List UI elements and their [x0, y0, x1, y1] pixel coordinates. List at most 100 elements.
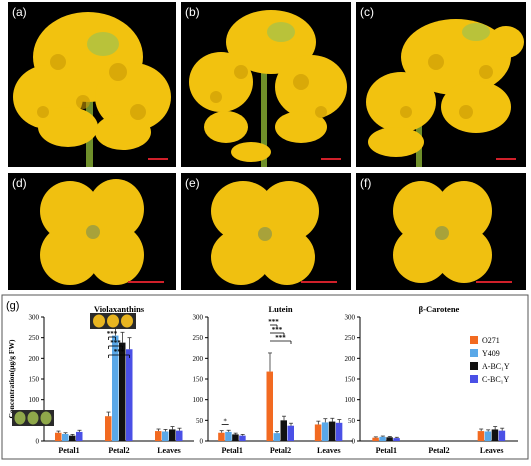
bar	[321, 422, 329, 441]
bar	[393, 438, 400, 441]
panel-label: (f)	[360, 176, 372, 190]
bar	[155, 431, 162, 441]
bar	[169, 429, 176, 441]
legend-label: A-BC₁Y	[482, 362, 510, 371]
group-title: Violaxanthins	[94, 304, 145, 314]
bar	[112, 335, 119, 441]
leaf-inset-leaf	[14, 411, 26, 425]
bar	[76, 431, 83, 441]
x-tick-label: Leaves	[317, 446, 341, 455]
bar	[232, 434, 239, 441]
bar	[491, 429, 499, 441]
legend-swatch	[470, 349, 478, 357]
single-flower-e	[211, 181, 319, 285]
sig-label: ***	[114, 348, 125, 356]
x-tick-label: Petal1	[376, 446, 397, 455]
legend-label: Y409	[482, 349, 500, 358]
rapeseed-inflorescence-a	[13, 12, 171, 167]
bar	[225, 431, 232, 441]
panel-label: (a)	[12, 5, 27, 19]
photo-panel-a: (a)	[8, 2, 176, 167]
y-tick-label: 250	[345, 334, 356, 342]
bar	[176, 430, 183, 441]
bar	[314, 424, 322, 441]
petal-inset-petal	[107, 314, 119, 328]
photo-panel-b: (b)	[181, 2, 351, 167]
y-tick-label: 0	[352, 438, 356, 446]
bar	[105, 416, 112, 441]
sig-label: *	[223, 417, 227, 425]
bar	[280, 420, 287, 441]
bar	[69, 435, 76, 441]
rapeseed-inflorescence-c	[366, 19, 524, 167]
y-axis-label: Concentration(μg/g FW)	[7, 339, 16, 419]
sig-label: ***	[110, 339, 121, 347]
carotenoid-bar-chart: (g) Concentration(μg/g FW) 0 50 100 150 200 250…	[1, 294, 529, 460]
bar	[162, 431, 169, 441]
legend-swatch	[470, 336, 478, 344]
single-flower-f	[393, 181, 492, 283]
bar	[287, 425, 294, 441]
x-tick-label: Petal1	[58, 446, 79, 455]
y-tick-label: 200	[29, 355, 40, 363]
sig-label: ***	[268, 318, 279, 326]
chart-frame	[1, 294, 529, 460]
legend-swatch	[470, 375, 478, 383]
y-tick-label: 100	[345, 396, 356, 404]
petal-inset-petal	[93, 314, 105, 328]
sig-label: ***	[272, 326, 283, 334]
legend-label: O271	[482, 336, 500, 345]
y-tick-label: 300	[193, 314, 204, 322]
bar	[218, 432, 225, 441]
y-tick-label: 0	[200, 438, 204, 446]
bar	[484, 431, 492, 441]
bar	[126, 349, 133, 441]
y-tick-label: 200	[193, 355, 204, 363]
bar	[498, 430, 506, 441]
sig-label: ***	[275, 334, 286, 342]
bar	[477, 431, 485, 441]
y-tick-label: 150	[193, 376, 204, 384]
scale-bar	[476, 281, 512, 283]
scale-bar	[128, 281, 164, 283]
y-tick-label: 100	[193, 396, 204, 404]
y-tick-label: 150	[29, 376, 40, 384]
panel-label: (b)	[185, 5, 200, 19]
panel-label: (d)	[12, 176, 27, 190]
legend-label: C-BC₁Y	[482, 375, 509, 384]
x-tick-label: Leaves	[480, 446, 504, 455]
scale-bar	[496, 158, 516, 160]
photo-panel-c: (c)	[356, 2, 526, 167]
group-title: β-Carotene	[419, 304, 460, 314]
bar	[372, 437, 379, 441]
photo-panel-f: (f)	[356, 173, 526, 290]
petal-inset-petal	[121, 314, 133, 328]
panel-label: (e)	[185, 176, 200, 190]
bar	[379, 436, 386, 441]
y-tick-label: 150	[345, 376, 356, 384]
bar	[273, 433, 280, 441]
scale-bar	[148, 158, 168, 160]
y-tick-label: 50	[196, 417, 204, 425]
y-tick-label: 300	[29, 314, 40, 322]
x-tick-label: Petal2	[108, 446, 129, 455]
leaf-inset-leaf	[27, 411, 39, 425]
bar	[62, 433, 69, 441]
scale-bar	[321, 158, 341, 160]
legend-swatch	[470, 362, 478, 370]
bar	[119, 342, 126, 441]
y-tick-label: 50	[348, 417, 356, 425]
photo-panel-d: (d)	[8, 173, 176, 290]
x-tick-label: Petal2	[428, 446, 449, 455]
rapeseed-inflorescence-b	[189, 10, 347, 167]
scale-bar	[301, 281, 337, 283]
single-flower-d	[40, 179, 144, 285]
y-tick-label: 250	[193, 334, 204, 342]
bar	[266, 371, 273, 441]
bar	[239, 435, 246, 441]
chart-panel-g: (g) Concentration(μg/g FW) 0 50 100 150 200 250…	[0, 293, 531, 461]
y-tick-label: 200	[345, 355, 356, 363]
bar	[335, 422, 343, 441]
bar	[328, 421, 336, 441]
x-tick-label: Petal2	[270, 446, 291, 455]
